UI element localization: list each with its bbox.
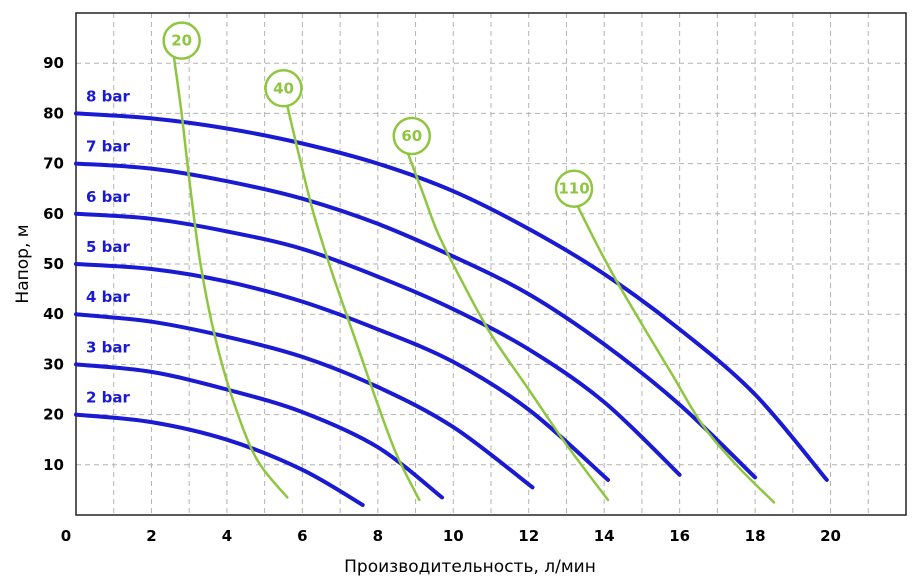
consumption-curve-2	[286, 104, 421, 502]
pressure-curve-label: 2 bar	[86, 389, 131, 407]
consumption-curve-3	[406, 152, 610, 502]
y-axis-title: Напор, м	[13, 224, 33, 303]
y-tick-label: 60	[43, 205, 64, 223]
y-tick-label: 90	[43, 54, 64, 72]
consumption-curve-label: 110	[558, 180, 589, 198]
x-tick-label: 8	[373, 527, 383, 545]
x-tick-label: 16	[669, 527, 690, 545]
pressure-curve-1	[74, 111, 829, 482]
x-axis-ticks: 0 2 4 6 8 10 12 14 16 18 20	[61, 527, 841, 545]
pressure-curve-6	[74, 362, 444, 500]
consumption-curve-4	[576, 205, 776, 504]
x-tick-label: 4	[222, 527, 232, 545]
pressure-curve-label: 7 bar	[86, 138, 131, 156]
y-tick-label: 20	[43, 406, 64, 424]
pressure-curve-4	[74, 262, 610, 482]
x-tick-label: 2	[146, 527, 156, 545]
x-tick-label: 14	[594, 527, 615, 545]
y-tick-label: 70	[43, 155, 64, 173]
consumption-label-circle	[392, 116, 432, 156]
y-tick-label: 40	[43, 305, 64, 323]
x-axis-title: Производительность, л/мин	[344, 557, 596, 577]
x-tick-label: 10	[443, 527, 464, 545]
pressure-curve-5	[74, 312, 535, 490]
pressure-curve-label: 6 bar	[86, 188, 131, 206]
pressure-curve-label: 4 bar	[86, 288, 131, 306]
pressure-curve-3	[74, 211, 682, 477]
consumption-label-circle	[162, 21, 201, 60]
consumption-curves	[172, 56, 776, 504]
consumption-label-circle	[554, 169, 594, 208]
consumption-curve-label: 60	[401, 127, 422, 145]
x-tick-label: 6	[297, 527, 307, 545]
pressure-curve-7	[74, 412, 365, 507]
pressure-curve-label: 3 bar	[86, 338, 131, 356]
pressure-curve-label: 5 bar	[86, 238, 131, 256]
grid-lines	[76, 13, 906, 515]
y-tick-label: 10	[43, 456, 64, 474]
y-tick-label: 30	[43, 355, 64, 373]
y-tick-label: 80	[43, 104, 64, 122]
consumption-curve-1	[172, 56, 289, 499]
pressure-curves	[74, 111, 829, 507]
pressure-curve-2	[74, 161, 758, 480]
consumption-curve-label: 40	[273, 79, 294, 97]
y-axis-ticks: 10 20 30 40 50 60 70 80 90	[43, 54, 64, 474]
pressure-labels: 8 bar 7 bar 6 bar 5 bar 4 bar 3 bar 2 bar	[86, 87, 131, 406]
x-tick-label: 12	[518, 527, 539, 545]
pressure-curve-label: 8 bar	[86, 87, 131, 105]
consumption-label-circle	[264, 69, 303, 108]
x-tick-label: 18	[745, 527, 766, 545]
consumption-labels: 20 40 60 110	[162, 21, 594, 208]
x-tick-label: 20	[820, 527, 841, 545]
consumption-curve-label: 20	[171, 32, 192, 50]
y-tick-label: 50	[43, 255, 64, 273]
x-tick-label: 0	[61, 527, 71, 545]
